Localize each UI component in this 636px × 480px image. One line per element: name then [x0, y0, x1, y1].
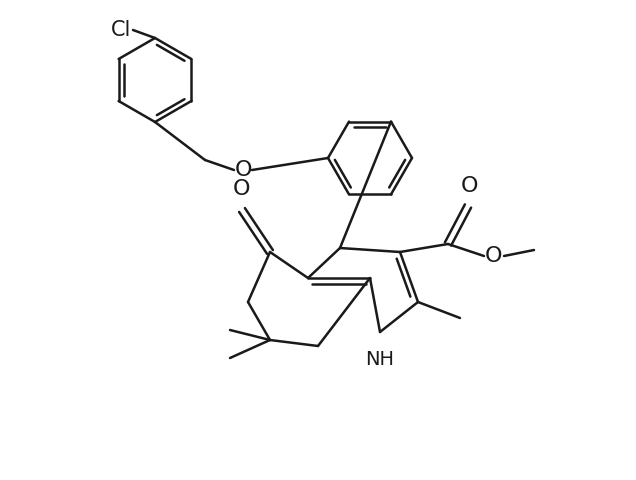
Text: O: O: [234, 160, 252, 180]
Text: O: O: [233, 179, 251, 199]
Text: O: O: [485, 246, 502, 266]
Text: NH: NH: [366, 350, 394, 369]
Text: Cl: Cl: [111, 20, 131, 40]
Text: O: O: [461, 176, 479, 196]
